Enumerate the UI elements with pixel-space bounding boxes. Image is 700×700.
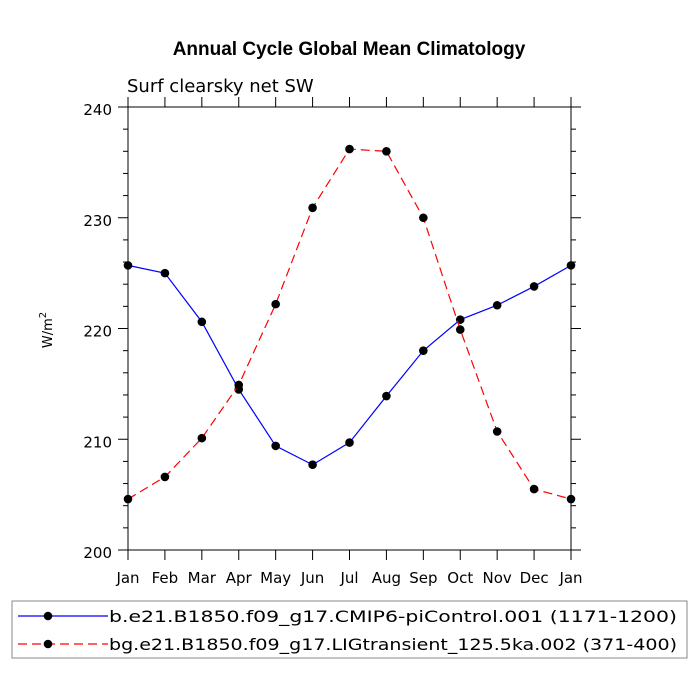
x-tick-label: Sep xyxy=(409,569,437,587)
x-tick-label: Mar xyxy=(188,569,217,587)
x-tick-label: Apr xyxy=(226,569,253,587)
series-2-point xyxy=(308,203,317,213)
y-tick-label: 240 xyxy=(83,101,112,119)
series-2-point xyxy=(419,213,428,223)
series-1-point xyxy=(492,300,502,310)
series-2-point xyxy=(160,472,170,482)
x-tick-label: Jun xyxy=(300,569,324,587)
series-1-point xyxy=(271,441,280,451)
series-2-point xyxy=(123,494,133,504)
series-1-point xyxy=(455,315,465,324)
series-2-point xyxy=(234,380,244,390)
series-2-point xyxy=(271,299,280,309)
series-2-point xyxy=(345,144,354,154)
y-axis-label-superscript: 2 xyxy=(38,312,49,318)
x-tick-label: Feb xyxy=(152,569,179,587)
series-1-point xyxy=(308,460,317,470)
series-2-point xyxy=(492,427,502,436)
y-tick-label: 210 xyxy=(83,433,112,451)
axis-ticks xyxy=(118,97,581,560)
series-1-point xyxy=(529,282,539,291)
series-2-point xyxy=(566,494,576,504)
x-tick-label: May xyxy=(260,569,291,587)
series-1-point xyxy=(123,261,133,270)
series-2-point xyxy=(529,484,539,494)
legend-label-1: b.e21.B1850.f09_g17.CMIP6-piControl.001 … xyxy=(109,607,677,627)
y-tick-label: 230 xyxy=(83,212,112,230)
x-tick-label: Jul xyxy=(339,569,358,587)
x-tick-label: Aug xyxy=(372,569,401,587)
chart-subtitle: Surf clearsky net SW xyxy=(127,76,314,97)
x-tick-label: Oct xyxy=(447,569,473,587)
x-tick-label: Dec xyxy=(520,569,549,587)
series-2-point xyxy=(382,147,391,156)
legend-label-2: bg.e21.B1850.f09_g17.LIGtransient_125.5k… xyxy=(109,635,677,655)
series-2-point xyxy=(197,433,207,443)
y-axis-label-text: W/m xyxy=(41,318,56,348)
legend-entries: b.e21.B1850.f09_g17.CMIP6-piControl.001 … xyxy=(18,607,677,655)
x-tick-label: Nov xyxy=(483,569,512,587)
plot-frame xyxy=(127,106,572,551)
series-1-point xyxy=(197,317,207,327)
series-1-point xyxy=(419,346,428,355)
x-tick-label: Jan xyxy=(115,569,139,587)
series-line-1 xyxy=(127,264,572,466)
legend-marker-2 xyxy=(43,639,53,649)
legend-box xyxy=(11,600,688,659)
series-layer xyxy=(123,144,576,504)
y-tick-label: 220 xyxy=(83,323,112,341)
series-1-point xyxy=(566,261,576,270)
series-1-point xyxy=(382,391,391,401)
series-2-point xyxy=(455,325,465,334)
legend: b.e21.B1850.f09_g17.CMIP6-piControl.001 … xyxy=(11,600,688,659)
chart-title: Annual Cycle Global Mean Climatology xyxy=(173,39,526,60)
y-tick-label: 200 xyxy=(83,544,112,562)
series-1-point xyxy=(160,268,170,278)
y-tick-labels: 200 210 220 230 240 xyxy=(83,101,112,562)
legend-marker-1 xyxy=(43,611,53,621)
series-1-point xyxy=(345,438,354,447)
y-axis-label: W/m2 xyxy=(38,312,56,348)
x-tick-label: Jan xyxy=(558,569,582,587)
x-tick-labels: Jan Feb Mar Apr May Jun Jul Aug Sep Oct Nov Dec Jan xyxy=(115,569,582,587)
